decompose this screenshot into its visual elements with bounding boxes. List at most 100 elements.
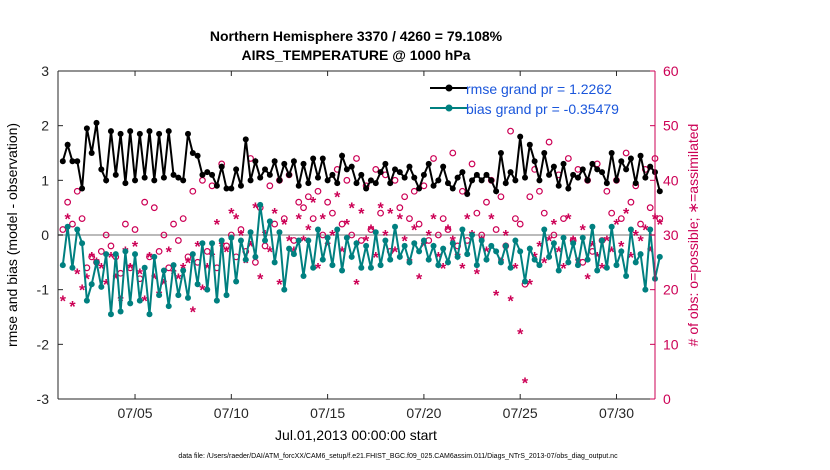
obs-assimilated-point: * xyxy=(623,206,630,223)
rmse-point xyxy=(584,177,591,184)
obs-assimilated-point: * xyxy=(556,244,563,261)
obs-assimilated-point: * xyxy=(430,212,437,229)
x-tick-label: 07/30 xyxy=(599,405,634,421)
rmse-point xyxy=(363,185,370,192)
rmse-point xyxy=(531,158,538,165)
obs-assimilated-point: * xyxy=(199,283,206,300)
bias-point xyxy=(218,237,225,244)
plot-marks: ****************** **********************… xyxy=(58,119,664,393)
obs-assimilated-point: * xyxy=(392,244,399,261)
rmse-point xyxy=(430,182,437,189)
rmse-point xyxy=(401,174,408,181)
rmse-point xyxy=(387,180,394,187)
obs-assimilated-point: * xyxy=(320,212,327,229)
rmse-point xyxy=(478,177,485,184)
bias-point xyxy=(396,253,403,260)
bias-point xyxy=(64,223,71,230)
bias-point xyxy=(526,245,533,252)
rmse-point xyxy=(290,158,297,165)
rmse-point xyxy=(642,174,649,181)
bias-point xyxy=(488,242,495,249)
obs-possible-point xyxy=(608,209,616,217)
obs-assimilated-point: * xyxy=(440,261,447,278)
obs-possible-point xyxy=(564,155,572,162)
rmse-point xyxy=(98,166,105,173)
obs-assimilated-point: * xyxy=(628,250,635,267)
obs-assimilated-point: * xyxy=(324,239,331,256)
bias-point xyxy=(536,262,543,269)
obs-assimilated-point: * xyxy=(382,228,389,245)
rmse-point xyxy=(223,185,230,192)
rmse-point xyxy=(266,171,273,178)
y-tick-label-left: 1 xyxy=(41,172,49,188)
obs-possible-point xyxy=(174,237,182,244)
bias-point xyxy=(213,297,220,304)
obs-possible-point xyxy=(579,258,587,266)
rmse-point xyxy=(257,174,264,181)
rmse-point xyxy=(483,171,490,178)
bias-point xyxy=(103,251,110,258)
obs-assimilated-point: * xyxy=(445,223,452,240)
rmse-point xyxy=(127,128,134,135)
obs-assimilated-point: * xyxy=(387,206,394,223)
rmse-point xyxy=(411,174,418,181)
obs-possible-point xyxy=(319,231,327,239)
obs-possible-point xyxy=(603,187,611,195)
bias-point xyxy=(74,226,81,233)
obs-possible-point xyxy=(338,220,346,228)
rmse-point xyxy=(392,166,399,173)
obs-assimilated-point: * xyxy=(339,244,346,261)
obs-assimilated-point: * xyxy=(584,272,591,289)
bias-point xyxy=(165,303,172,310)
bias-point xyxy=(454,253,461,260)
obs-assimilated-point: * xyxy=(536,239,543,256)
rmse-point xyxy=(305,180,312,187)
x-tick-label: 07/20 xyxy=(406,405,441,421)
bias-point xyxy=(502,242,509,249)
obs-assimilated-point: * xyxy=(247,239,254,256)
obs-assimilated-point: * xyxy=(272,206,279,223)
bias-point xyxy=(377,262,384,269)
obs-possible-point xyxy=(88,253,96,261)
obs-assimilated-point: * xyxy=(223,244,230,261)
rmse-point xyxy=(79,185,86,192)
obs-possible-point xyxy=(540,209,548,217)
rmse-point xyxy=(493,188,500,195)
bias-point xyxy=(324,234,331,241)
rmse-point xyxy=(599,169,606,176)
rmse-point xyxy=(464,191,471,197)
bias-point xyxy=(411,240,418,247)
bias-point xyxy=(276,229,283,236)
obs-possible-point xyxy=(122,220,129,228)
bias-point xyxy=(300,273,307,279)
obs-assimilated-point: * xyxy=(142,294,149,311)
bias-point xyxy=(531,256,538,263)
bias-point xyxy=(473,262,480,269)
bias-point xyxy=(632,259,639,266)
obs-possible-point xyxy=(449,149,457,157)
obs-assimilated-point: * xyxy=(286,233,293,250)
rmse-point xyxy=(488,177,495,184)
obs-possible-point xyxy=(483,198,490,206)
obs-possible-point xyxy=(656,215,664,223)
obs-assimilated-point: * xyxy=(589,239,596,256)
obs-assimilated-point: * xyxy=(65,212,72,229)
obs-assimilated-point: * xyxy=(507,294,514,311)
obs-possible-point xyxy=(314,187,322,195)
bias-point xyxy=(574,262,581,269)
obs-assimilated-point: * xyxy=(296,212,303,229)
obs-assimilated-point: * xyxy=(483,244,490,261)
rmse-point xyxy=(314,174,321,181)
obs-assimilated-point: * xyxy=(243,255,250,272)
rmse-point xyxy=(339,152,346,159)
obs-possible-point xyxy=(439,215,447,223)
obs-assimilated-point: * xyxy=(377,201,384,218)
obs-assimilated-point: * xyxy=(329,228,336,245)
obs-assimilated-point: * xyxy=(363,233,370,250)
rmse-point xyxy=(334,180,341,187)
bias-point xyxy=(584,256,591,263)
bias-point xyxy=(603,264,610,271)
bias-point xyxy=(497,259,504,266)
obs-assimilated-point: * xyxy=(402,233,409,250)
bias-point xyxy=(507,264,514,271)
